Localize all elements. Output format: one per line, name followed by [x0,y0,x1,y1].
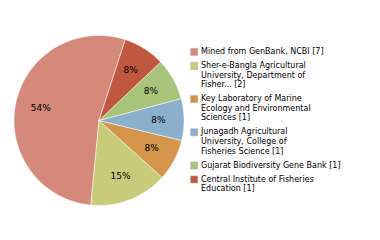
svg-text:8%: 8% [151,115,166,125]
svg-text:Central Institute of Fisheries: Central Institute of FisheriesEducation … [201,175,314,194]
svg-text:54%: 54% [31,103,51,113]
svg-text:Sher-e-Bangla AgriculturalUniv: Sher-e-Bangla AgriculturalUniversity, De… [201,61,306,89]
svg-text:8%: 8% [144,86,159,96]
svg-text:Key Laboratory of MarineEcolog: Key Laboratory of MarineEcology and Envi… [201,94,311,122]
svg-text:Gujarat Biodiversity Gene Bank: Gujarat Biodiversity Gene Bank [1] [201,161,341,170]
svg-text:Junagadh AgriculturalUniversit: Junagadh AgriculturalUniversity, College… [200,127,287,155]
svg-text:8%: 8% [144,143,159,153]
svg-text:Mined from GenBank, NCBI [7]: Mined from GenBank, NCBI [7] [201,47,324,56]
svg-text:15%: 15% [111,171,131,181]
svg-text:8%: 8% [124,65,139,75]
